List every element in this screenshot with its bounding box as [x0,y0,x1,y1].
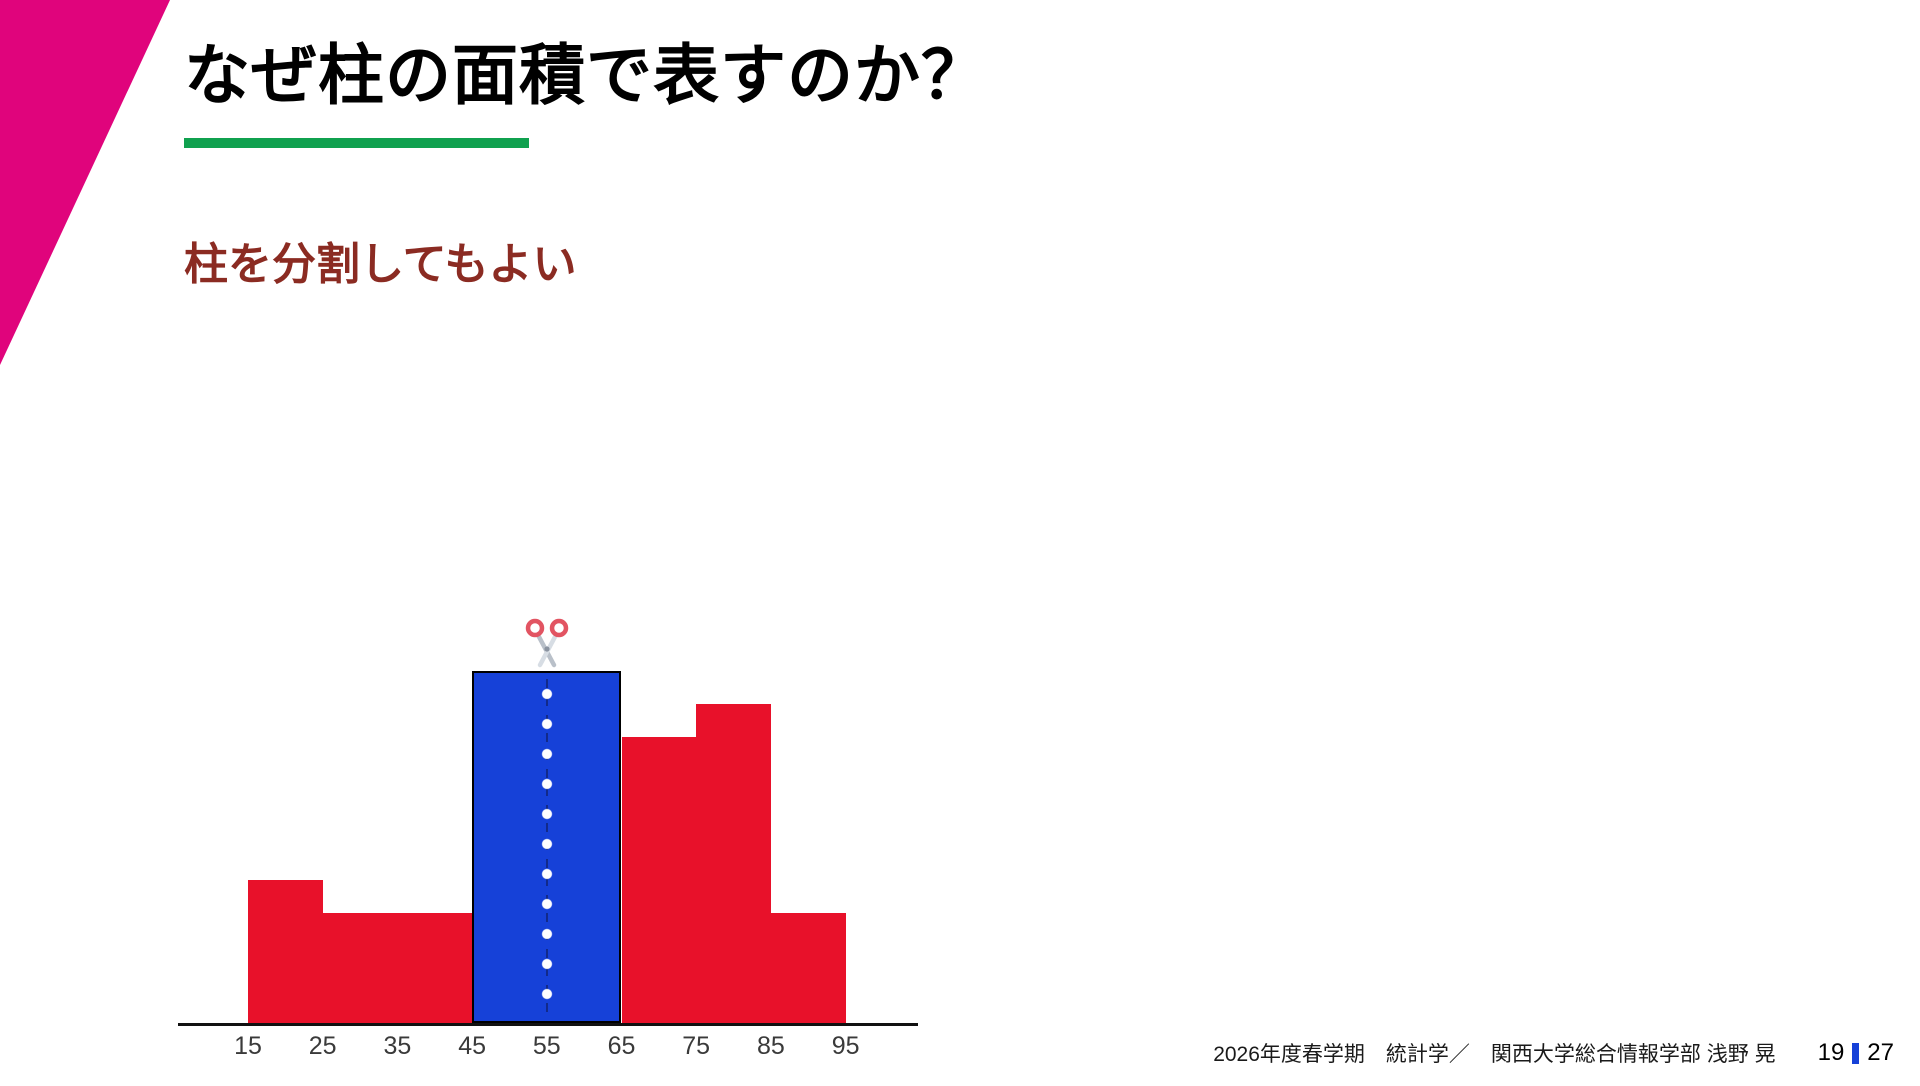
histogram-bar-15-25 [248,880,323,1023]
x-tick-label: 15 [234,1032,262,1060]
page-indicator: 19 27 [1818,1039,1894,1067]
page-divider [1852,1042,1860,1064]
x-axis-ticks: 15 25 35 45 55 65 75 85 95 [178,1032,918,1066]
page-current: 19 [1817,1039,1845,1066]
histogram-bar-75-85 [696,704,771,1023]
histogram-plot [178,606,918,1026]
corner-accent-triangle [0,0,170,365]
histogram-bar-65-75 [621,737,697,1023]
title-underline [184,138,529,148]
histogram-bar-85-95 [770,913,846,1023]
histogram-bar-45-65 [472,671,622,1023]
x-tick-label: 35 [383,1032,412,1060]
x-tick-label: 85 [756,1032,785,1060]
x-tick-label: 45 [458,1032,486,1060]
x-axis-line [178,1023,918,1026]
x-tick-label: 65 [607,1032,636,1060]
slide-subtitle: 柱を分割してもよい [184,240,577,289]
page-total: 27 [1867,1039,1894,1066]
x-tick-label: 75 [682,1032,711,1060]
histogram: 15 25 35 45 55 65 75 85 95 [178,606,948,1086]
x-tick-label: 55 [532,1032,561,1060]
x-tick-label: 95 [831,1032,860,1060]
x-tick-label: 25 [308,1032,337,1060]
footer: 2026年度春学期 統計学／ 関西大学総合情報学部 浅野 晃 19 27 [1213,1038,1894,1068]
histogram-bar-35-45 [397,913,473,1023]
histogram-bar-25-35 [322,913,398,1023]
slide-title: なぜ柱の面積で表すのか？ [184,38,988,112]
cut-line [539,679,554,1015]
footer-course-info: 2026年度春学期 統計学／ 関西大学総合情報学部 浅野 晃 [1213,1043,1776,1066]
